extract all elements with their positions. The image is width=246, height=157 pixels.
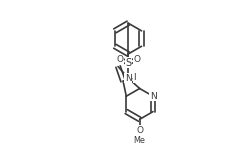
Text: O: O [116,55,123,64]
Text: N: N [150,92,156,101]
Text: S: S [125,58,131,68]
Text: O: O [133,55,140,64]
Text: N: N [125,74,132,83]
Text: O: O [136,126,143,135]
Text: I: I [134,73,136,82]
Text: Me: Me [134,136,146,145]
